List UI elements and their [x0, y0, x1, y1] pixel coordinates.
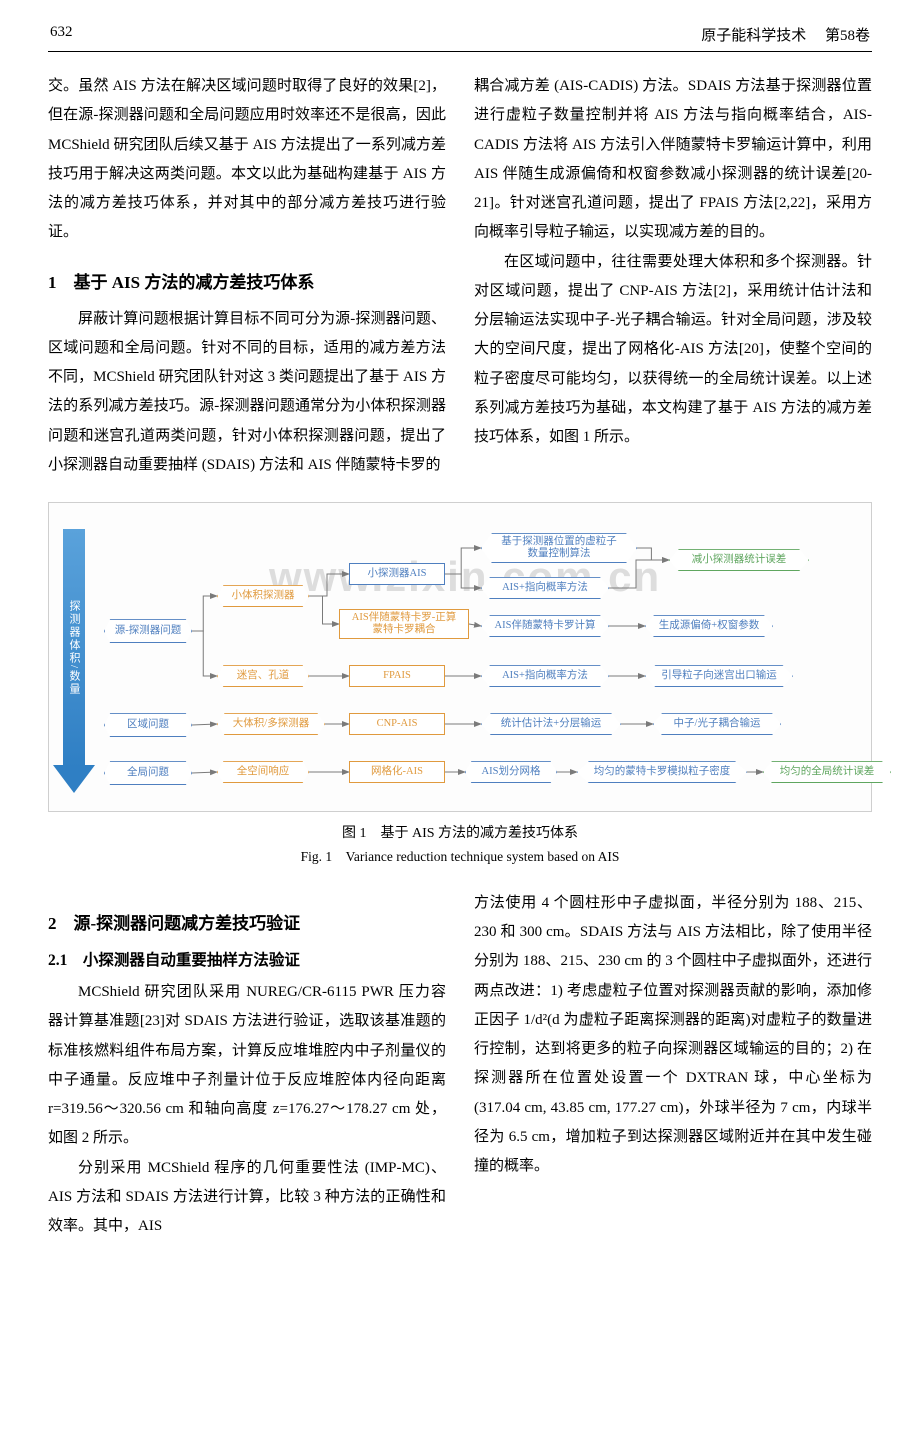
flow-edge [469, 624, 481, 626]
flow-node-n_cadis: AIS伴随蒙特卡罗-正算 蒙特卡罗耦合 [339, 609, 469, 639]
para-1: 交。虽然 AIS 方法在解决区域问题时取得了良好的效果[2]，但在源-探测器问题… [48, 72, 446, 248]
flow-node-n_src: 源-探测器问题 [104, 619, 192, 643]
col-left-2: 2 源-探测器问题减方差技巧验证 2.1 小探测器自动重要抽样方法验证 MCSh… [48, 889, 446, 1242]
flow-node-n_m4: AIS+指向概率方法 [481, 665, 609, 687]
caption-cn: 图 1 基于 AIS 方法的减方差技巧体系 [48, 822, 872, 846]
flow-node-n_r5: 均匀的蒙特卡罗模拟粒子密度 [577, 761, 747, 783]
arrow-label: 探测器体积/数量 [63, 543, 85, 753]
flow-edge [192, 724, 217, 725]
para-2: 屏蔽计算问题根据计算目标不同可分为源-探测器问题、区域问题和全局问题。针对不同的… [48, 305, 446, 481]
flow-node-n_cnp: CNP-AIS [349, 713, 445, 735]
flow-node-n_m6: AIS划分网格 [465, 761, 557, 783]
arrow-head-icon [53, 765, 95, 793]
para-4: 在区域问题中，往往需要处理大体积和多个探测器。针对区域问题，提出了 CNP-AI… [474, 248, 872, 453]
figure-1: 探测器体积/数量 www.zixin.com.cn 源-探测器问题区域问题全局问… [48, 502, 872, 812]
caption-en: Fig. 1 Variance reduction technique syst… [48, 846, 872, 869]
flow-node-n_r4: 中子/光子耦合输运 [653, 713, 781, 735]
running-head: 632 原子能科学技术 第58卷 [48, 24, 872, 52]
section-2-title: 2 源-探测器问题减方差技巧验证 [48, 907, 446, 940]
flow-edge [445, 548, 481, 574]
flow-node-n_reg: 区域问题 [104, 713, 192, 737]
flow-node-n_glob: 全局问题 [104, 761, 192, 785]
flow-node-n_r1: 减小探测器统计误差 [669, 549, 809, 571]
flow-edge [609, 560, 669, 588]
col-left: 交。虽然 AIS 方法在解决区域问题时取得了良好的效果[2]，但在源-探测器问题… [48, 72, 446, 480]
flow-node-n_r6: 均匀的全局统计误差 [763, 761, 891, 783]
journal-name: 原子能科学技术 [701, 28, 806, 44]
flow-node-n_m2: AIS+指向概率方法 [481, 577, 609, 599]
para-6: 分别采用 MCShield 程序的几何重要性法 (IMP-MC)、AIS 方法和… [48, 1154, 446, 1242]
flow-node-n_fpais: FPAIS [349, 665, 445, 687]
col-right: 耦合减方差 (AIS-CADIS) 方法。SDAIS 方法基于探测器位置进行虚粒… [474, 72, 872, 480]
flow-node-n_r2: 生成源偏倚+权窗参数 [645, 615, 773, 637]
flow-node-n_r3: 引导粒子向迷宫出口输运 [645, 665, 793, 687]
para-3: 耦合减方差 (AIS-CADIS) 方法。SDAIS 方法基于探测器位置进行虚粒… [474, 72, 872, 248]
flow-edge [637, 548, 669, 560]
section-2-1-title: 2.1 小探测器自动重要抽样方法验证 [48, 946, 446, 976]
volume: 第58卷 [825, 28, 870, 44]
flow-node-n_many: 大体积/多探测器 [217, 713, 325, 735]
flow-node-n_all: 全空间响应 [217, 761, 309, 783]
para-5: MCShield 研究团队采用 NUREG/CR-6115 PWR 压力容器计算… [48, 978, 446, 1154]
flow-edge [192, 772, 217, 773]
flow-edge [309, 574, 349, 596]
flow-node-n_small: 小体积探测器 [217, 585, 309, 607]
upper-columns: 交。虽然 AIS 方法在解决区域问题时取得了良好的效果[2]，但在源-探测器问题… [48, 72, 872, 480]
flow-edge [445, 574, 481, 588]
flow-edge [192, 631, 217, 676]
flow-edge [309, 596, 339, 624]
page-number: 632 [50, 24, 73, 45]
lower-columns: 2 源-探测器问题减方差技巧验证 2.1 小探测器自动重要抽样方法验证 MCSh… [48, 889, 872, 1242]
section-1-title: 1 基于 AIS 方法的减方差技巧体系 [48, 266, 446, 299]
flow-node-n_sdais: 小探测器AIS [349, 563, 445, 585]
flow-node-n_m1: 基于探测器位置的虚粒子 数量控制算法 [481, 533, 637, 563]
flow-node-n_grid: 网格化-AIS [349, 761, 445, 783]
flow-node-n_m5: 统计估计法+分层输运 [481, 713, 621, 735]
flow-node-n_m3: AIS伴随蒙特卡罗计算 [481, 615, 609, 637]
flow-edge [192, 596, 217, 631]
flow-node-n_maze: 迷宫、孔道 [217, 665, 309, 687]
col-right-2: 方法使用 4 个圆柱形中子虚拟面，半径分别为 188、215、230 和 300… [474, 889, 872, 1242]
para-7: 方法使用 4 个圆柱形中子虚拟面，半径分别为 188、215、230 和 300… [474, 889, 872, 1182]
figure-1-caption: 图 1 基于 AIS 方法的减方差技巧体系 Fig. 1 Variance re… [48, 822, 872, 869]
